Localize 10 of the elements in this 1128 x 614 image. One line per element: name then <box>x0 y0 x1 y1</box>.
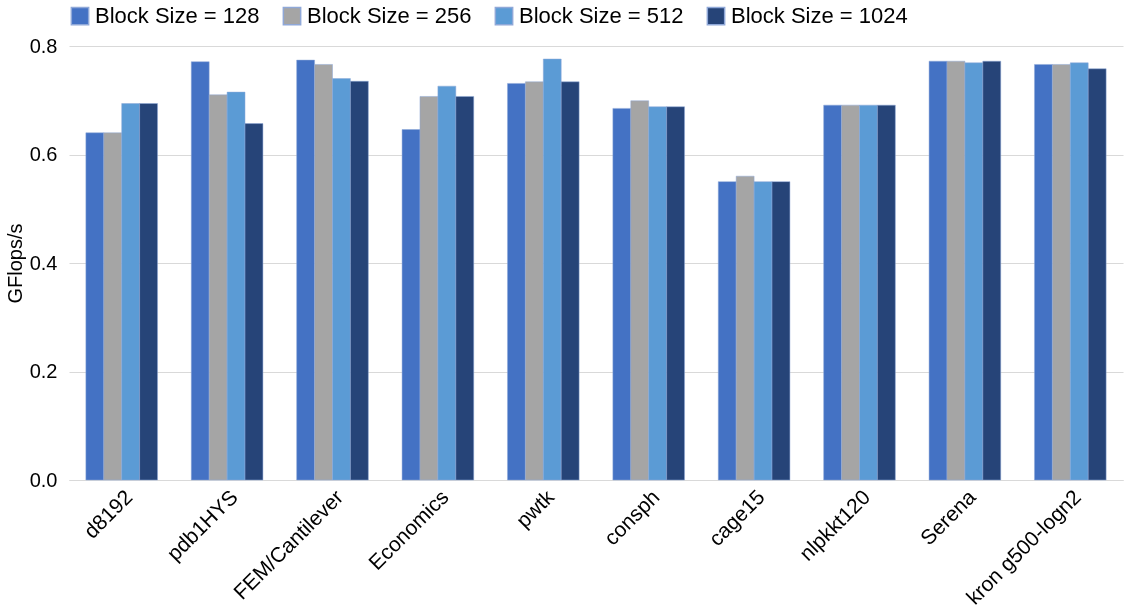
y-tick-label: 0.6 <box>29 143 58 165</box>
legend-label: Block Size = 256 <box>307 3 472 29</box>
y-tick-label: 0.0 <box>29 468 58 491</box>
y-tick-label: 0.4 <box>29 251 58 274</box>
y-tick-label: 0.2 <box>29 360 58 382</box>
legend-label: Block Size = 1024 <box>731 3 908 29</box>
y-tick-label: 0.8 <box>29 34 58 57</box>
y-axis-title: GFlops/s <box>3 223 26 304</box>
legend-label: Block Size = 512 <box>519 3 684 29</box>
legend-label: Block Size = 128 <box>95 3 260 29</box>
